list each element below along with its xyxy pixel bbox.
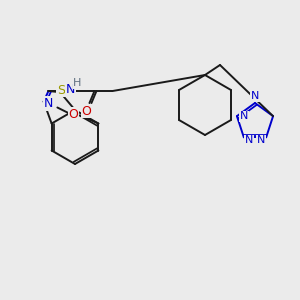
Text: N: N — [66, 82, 75, 95]
Text: N: N — [244, 135, 253, 146]
Text: N: N — [251, 91, 259, 101]
Text: O: O — [68, 108, 78, 121]
Text: N: N — [44, 97, 53, 110]
Text: N: N — [240, 111, 248, 121]
Text: S: S — [57, 84, 65, 97]
Text: N: N — [257, 135, 266, 146]
Text: H: H — [73, 78, 82, 88]
Text: O: O — [82, 104, 92, 118]
